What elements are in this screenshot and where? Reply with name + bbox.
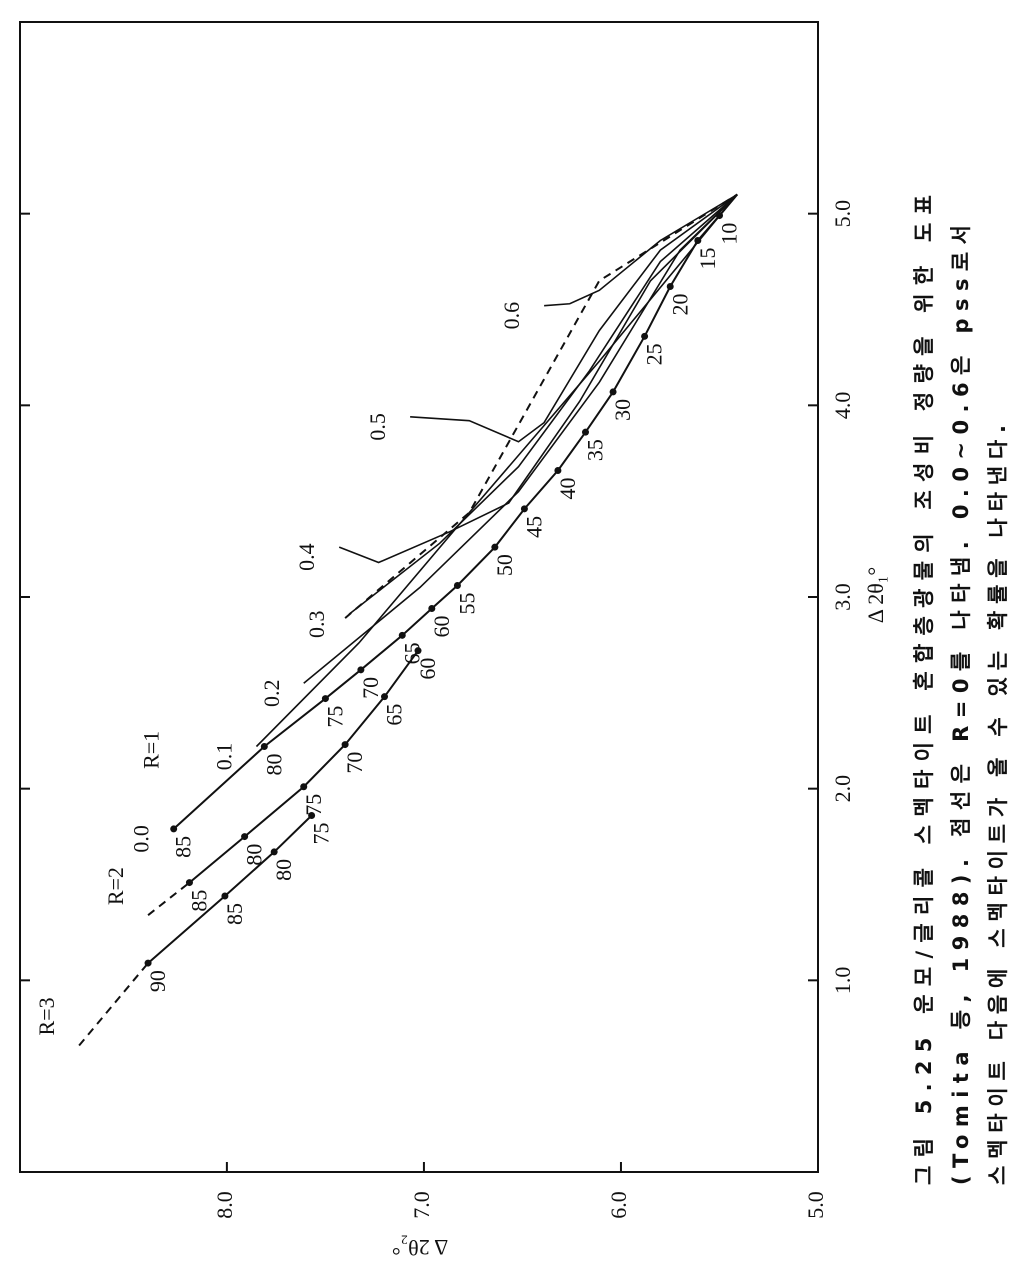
series-line [147,814,313,964]
point-label: 75 [322,706,347,728]
series-lead [78,962,149,1047]
x-tick-label: 4.0 [830,392,855,420]
data-point [185,879,193,887]
y-axis-label: Δ 2θ₂° [392,1235,448,1260]
series-lead [147,881,191,916]
point-label: 35 [583,439,608,461]
data-point [398,631,406,639]
caption-line: 스멕타이트 다음에 스멕타이트가 올 수 있는 확률을 나타낸다. [986,425,1010,1185]
ratio-label: 0.4 [294,543,319,571]
ratio-label: 0.2 [259,680,284,708]
point-label: 80 [261,754,286,776]
data-point [357,666,365,674]
point-label: 40 [555,478,580,500]
point-label: 10 [717,223,742,245]
point-label: 55 [454,593,479,615]
data-point [341,741,349,749]
x-tick-label: 3.0 [830,583,855,611]
ratio-label: 0.3 [304,611,329,639]
point-label: 80 [271,859,296,881]
point-label: 25 [642,343,667,365]
ratio-curve [544,193,738,307]
series-label: R=3 [34,997,59,1035]
caption-line: 그림 5.25 운모/글리콜 스멕타이트 혼합층광물의 조성비 정량을 위한 도… [912,195,936,1185]
plot-frame [19,21,819,1173]
x-tick-label: 5.0 [830,200,855,228]
y-tick-label: 6.0 [606,1191,631,1219]
data-point [520,505,528,513]
ratio-label: 0.1 [211,743,236,771]
data-point [609,388,617,396]
ratio-curve [348,193,738,615]
data-point [694,237,702,244]
data-point [260,743,268,750]
x-tick-label: 2.0 [830,775,855,803]
point-label: 90 [145,970,170,992]
y-tick-label: 5.0 [803,1191,828,1219]
point-label: 85 [171,836,196,858]
point-label: 85 [222,903,247,925]
point-label: 20 [667,294,692,316]
data-point [144,959,152,967]
point-label: 60 [415,658,440,680]
data-point [453,582,461,589]
ratio-label: 0.5 [365,413,390,441]
point-label: 75 [301,794,326,816]
x-tick-label: 1.0 [830,967,855,995]
data-point [300,783,308,791]
point-label: 45 [521,516,546,538]
series-label: R=2 [103,867,128,905]
data-point [641,332,649,340]
data-point [428,605,436,612]
ratio-curve [338,193,738,564]
x-axis-label: Δ 2θ₁° [863,567,888,623]
point-label: 50 [492,554,517,576]
r0-line [344,193,738,619]
point-label: 70 [358,677,383,699]
point-label: 30 [610,399,635,421]
data-point [491,543,499,551]
data-point [321,695,329,703]
data-point [666,283,674,290]
data-point [554,467,562,474]
data-point [170,825,178,833]
data-point [270,848,278,856]
y-tick-label: 8.0 [212,1191,237,1219]
point-label: 85 [186,890,211,912]
series-line [188,650,419,884]
point-label: 60 [429,616,454,638]
data-point [381,693,389,701]
point-label: 80 [242,844,267,866]
data-point [241,833,249,841]
point-label: 15 [695,248,720,270]
data-point [414,647,422,655]
ratio-label: 0.6 [499,302,524,330]
y-tick-label: 7.0 [409,1191,434,1219]
data-point [221,892,229,900]
ratio-curve [410,193,738,443]
point-label: 75 [309,823,334,845]
caption-line: (Tomita 등, 1988). 점선은 R=0를 나타냄. 0.0~0.6은… [949,225,973,1185]
series-label: R=1 [139,731,164,769]
series-line [173,193,738,830]
point-label: 70 [342,752,367,774]
data-point [581,428,589,436]
point-label: 65 [382,704,407,726]
data-point [308,812,316,819]
ratio-label: 0.0 [129,825,154,853]
